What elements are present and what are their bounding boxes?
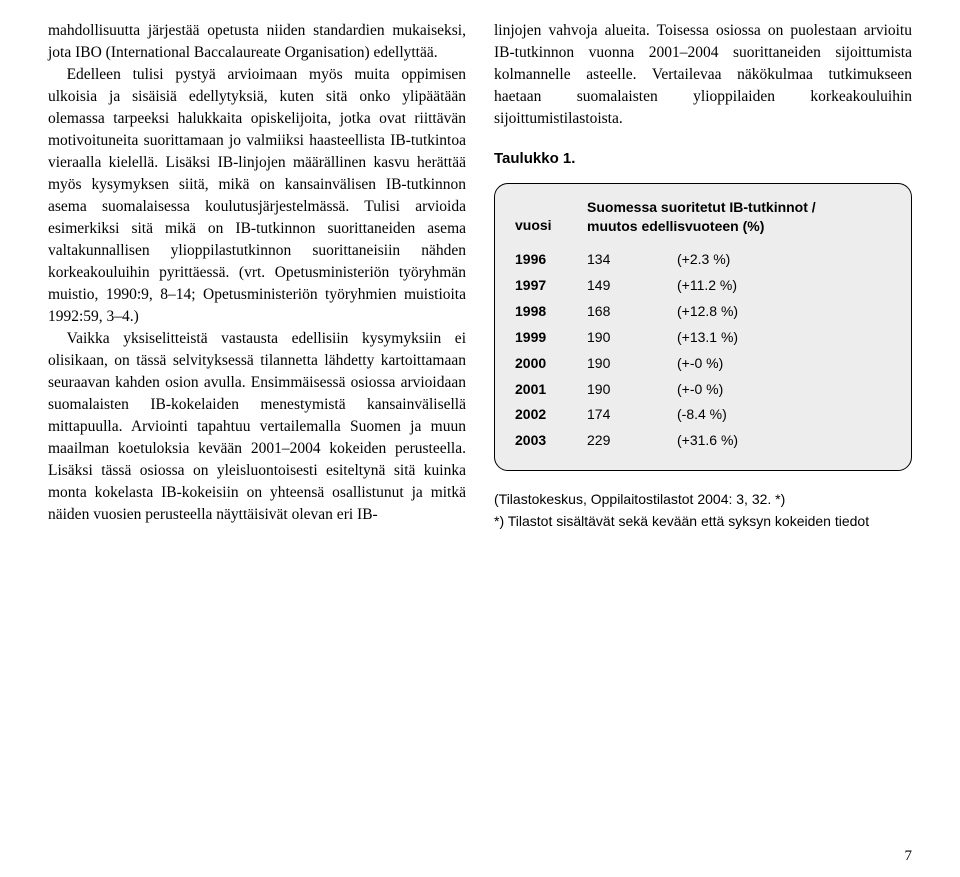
data-table: vuosi Suomessa suoritetut IB-tutkinnot /…	[494, 183, 912, 471]
two-column-layout: mahdollisuutta järjestää opetusta niiden…	[48, 20, 912, 533]
cell-change: (+11.2 %)	[677, 273, 891, 299]
table-row: 2002174(-8.4 %)	[515, 402, 891, 428]
table-row: 1996134(+2.3 %)	[515, 247, 891, 273]
cell-change: (+12.8 %)	[677, 299, 891, 325]
cell-year: 1997	[515, 273, 587, 299]
table-row: 1998168(+12.8 %)	[515, 299, 891, 325]
table-body: 1996134(+2.3 %)1997149(+11.2 %)1998168(+…	[515, 247, 891, 454]
cell-value: 190	[587, 377, 677, 403]
cell-change: (+-0 %)	[677, 351, 891, 377]
cell-year: 2003	[515, 428, 587, 454]
cell-year: 2000	[515, 351, 587, 377]
table-caption: Taulukko 1.	[494, 148, 912, 169]
cell-change: (-8.4 %)	[677, 402, 891, 428]
left-para3: Vaikka yksiselitteistä vastausta edellis…	[48, 328, 466, 526]
table-header-year: vuosi	[515, 216, 587, 236]
cell-change: (+31.6 %)	[677, 428, 891, 454]
cell-value: 190	[587, 325, 677, 351]
cell-year: 1999	[515, 325, 587, 351]
cell-change: (+13.1 %)	[677, 325, 891, 351]
table-row: 2000190(+-0 %)	[515, 351, 891, 377]
table-row: 2001190(+-0 %)	[515, 377, 891, 403]
footnote-source: (Tilastokeskus, Oppilaitostilastot 2004:…	[494, 489, 912, 511]
table-row: 1999190(+13.1 %)	[515, 325, 891, 351]
cell-value: 168	[587, 299, 677, 325]
table-header: vuosi Suomessa suoritetut IB-tutkinnot /…	[515, 198, 891, 237]
cell-value: 149	[587, 273, 677, 299]
right-intro: linjojen vahvoja alueita. Toisessa osios…	[494, 20, 912, 130]
table-row: 1997149(+11.2 %)	[515, 273, 891, 299]
cell-change: (+-0 %)	[677, 377, 891, 403]
left-para1: mahdollisuutta järjestää opetusta niiden…	[48, 22, 466, 61]
cell-year: 1996	[515, 247, 587, 273]
cell-year: 2001	[515, 377, 587, 403]
table-header-metric: Suomessa suoritetut IB-tutkinnot / muuto…	[587, 198, 891, 236]
table-header-line2: muutos edellisvuoteen (%)	[587, 217, 891, 236]
page-number: 7	[905, 848, 913, 865]
cell-value: 190	[587, 351, 677, 377]
left-para2: Edelleen tulisi pystyä arvioimaan myös m…	[48, 64, 466, 328]
table-row: 2003229(+31.6 %)	[515, 428, 891, 454]
footnote-explain: *) Tilastot sisältävät sekä kevään että …	[494, 511, 912, 533]
right-column: linjojen vahvoja alueita. Toisessa osios…	[494, 20, 912, 533]
cell-value: 174	[587, 402, 677, 428]
cell-year: 2002	[515, 402, 587, 428]
cell-value: 229	[587, 428, 677, 454]
left-column: mahdollisuutta järjestää opetusta niiden…	[48, 20, 466, 533]
table-header-line1: Suomessa suoritetut IB-tutkinnot /	[587, 198, 891, 217]
cell-value: 134	[587, 247, 677, 273]
cell-change: (+2.3 %)	[677, 247, 891, 273]
cell-year: 1998	[515, 299, 587, 325]
